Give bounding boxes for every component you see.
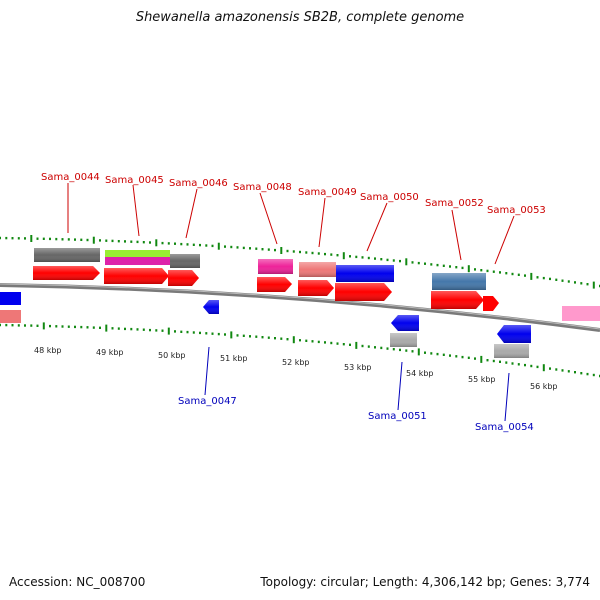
gene-label-0053[interactable]: Sama_0053 — [487, 205, 546, 216]
gene-label-0047[interactable]: Sama_0047 — [178, 396, 237, 407]
gene-label-0044[interactable]: Sama_0044 — [41, 172, 100, 183]
genome-summary-text: Topology: circular; Length: 4,306,142 bp… — [260, 575, 590, 589]
gene-label-0046[interactable]: Sama_0046 — [169, 178, 228, 189]
kbp-label-56: 56 kbp — [530, 382, 558, 391]
gene-arrow-0053[interactable] — [483, 296, 499, 311]
gene-labels-bottom: Sama_0047 Sama_0051 Sama_0054 — [178, 396, 534, 433]
tick-row-top — [0, 235, 600, 289]
kbp-label-49: 49 kbp — [96, 348, 124, 357]
forward-genes — [33, 266, 499, 311]
gene-label-0054[interactable]: Sama_0054 — [475, 422, 534, 433]
kbp-label-48: 48 kbp — [34, 346, 62, 355]
gene-label-0050[interactable]: Sama_0050 — [360, 192, 419, 203]
feature-bar-right-pink[interactable] — [562, 306, 600, 321]
feature-bar-left-salmon[interactable] — [0, 310, 21, 323]
kbp-axis-labels: 48 kbp 49 kbp 50 kbp 51 kbp 52 kbp 53 kb… — [34, 346, 558, 391]
callout-lines — [67, 183, 515, 422]
feature-bar-0045-magenta[interactable] — [105, 257, 170, 265]
feature-bars — [0, 248, 600, 358]
feature-bar-0045-green[interactable] — [105, 250, 170, 257]
kbp-label-55: 55 kbp — [468, 375, 496, 384]
gene-label-0049[interactable]: Sama_0049 — [298, 187, 357, 198]
kbp-label-51: 51 kbp — [220, 354, 248, 363]
gene-label-0052[interactable]: Sama_0052 — [425, 198, 484, 209]
map-title: Shewanella amazonensis SB2B, complete ge… — [135, 10, 465, 25]
tick-row-bottom — [0, 322, 600, 378]
feature-bar-left-blue[interactable] — [0, 292, 21, 305]
gene-label-0045[interactable]: Sama_0045 — [105, 175, 164, 186]
kbp-label-54: 54 kbp — [406, 369, 434, 378]
gene-label-0051[interactable]: Sama_0051 — [368, 411, 427, 422]
kbp-label-50: 50 kbp — [158, 351, 186, 360]
kbp-label-52: 52 kbp — [282, 358, 310, 367]
accession-text: Accession: NC_008700 — [9, 575, 146, 589]
kbp-label-53: 53 kbp — [344, 363, 372, 372]
gene-label-0048[interactable]: Sama_0048 — [233, 182, 292, 193]
genome-backbone — [0, 283, 600, 332]
gene-labels-top: Sama_0044 Sama_0045 Sama_0046 Sama_0048 … — [41, 172, 546, 216]
reverse-genes — [203, 300, 531, 343]
